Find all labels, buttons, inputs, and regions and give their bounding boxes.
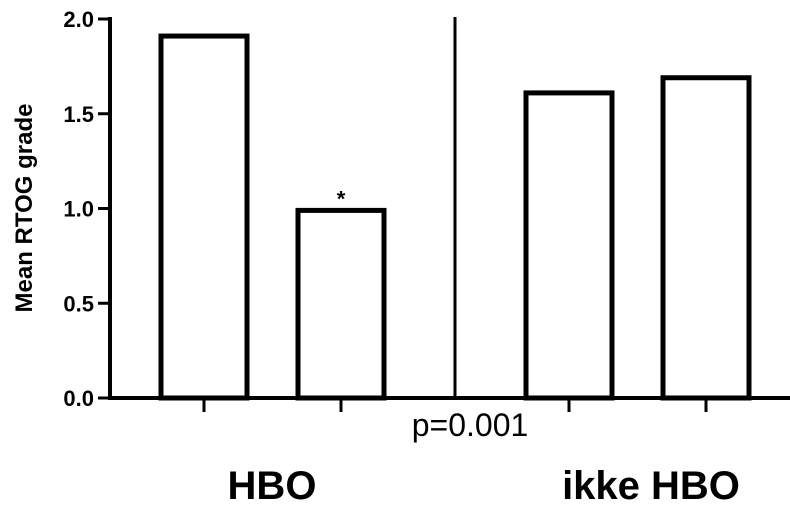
y-tick-label: 1.5 [63,102,94,127]
bar [158,33,250,401]
bar [523,90,615,401]
y-ticks: 0.0 0.5 1.0 1.5 2.0 [63,7,110,411]
group-label-ikke-hbo: ikke HBO [562,464,740,505]
bar [295,207,387,401]
bar [660,75,752,401]
y-tick-label: 0.5 [63,291,94,316]
y-tick-label: 1.0 [63,197,94,222]
significance-star: * [337,186,346,211]
group-label-hbo: HBO [228,464,317,505]
x-ticks [202,398,708,412]
bars [158,33,752,401]
p-value-label: p=0.001 [412,407,529,443]
y-tick-label: 2.0 [63,7,94,32]
y-tick-label: 0.0 [63,386,94,411]
y-axis-title: Mean RTOG grade [11,104,38,313]
